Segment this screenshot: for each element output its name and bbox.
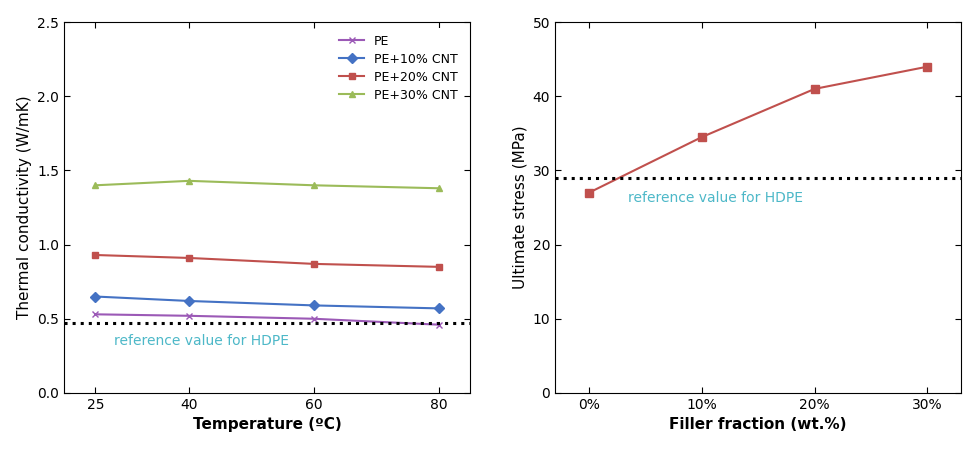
PE+30% CNT [183,178,194,184]
PE [308,316,319,321]
PE [89,312,101,317]
Y-axis label: Ultimate stress (MPa): Ultimate stress (MPa) [512,126,527,289]
PE+CNT [582,190,594,195]
PE+CNT [808,86,820,92]
Line: PE: PE [92,311,443,328]
Text: reference value for HDPE: reference value for HDPE [114,334,289,348]
Line: PE+CNT: PE+CNT [584,62,931,197]
PE+30% CNT [433,185,445,191]
PE [433,322,445,327]
PE+30% CNT [308,183,319,188]
PE+CNT [920,64,932,69]
PE+10% CNT [433,306,445,311]
PE+20% CNT [89,252,101,258]
Line: PE+20% CNT: PE+20% CNT [92,251,443,270]
PE+20% CNT [433,264,445,269]
PE+CNT [696,134,707,140]
Line: PE+10% CNT: PE+10% CNT [92,293,443,312]
PE [183,313,194,318]
PE+20% CNT [183,255,194,261]
Legend: PE, PE+10% CNT, PE+20% CNT, PE+30% CNT: PE, PE+10% CNT, PE+20% CNT, PE+30% CNT [332,28,464,108]
PE+30% CNT [89,183,101,188]
PE+10% CNT [89,294,101,299]
PE+10% CNT [183,298,194,304]
Line: PE+30% CNT: PE+30% CNT [92,177,443,192]
X-axis label: Filler fraction (wt.%): Filler fraction (wt.%) [669,417,846,432]
PE+10% CNT [308,303,319,308]
X-axis label: Temperature (ºC): Temperature (ºC) [192,417,341,432]
PE+20% CNT [308,261,319,267]
Y-axis label: Thermal conductivity (W/mK): Thermal conductivity (W/mK) [17,96,31,319]
Text: reference value for HDPE: reference value for HDPE [628,191,802,205]
